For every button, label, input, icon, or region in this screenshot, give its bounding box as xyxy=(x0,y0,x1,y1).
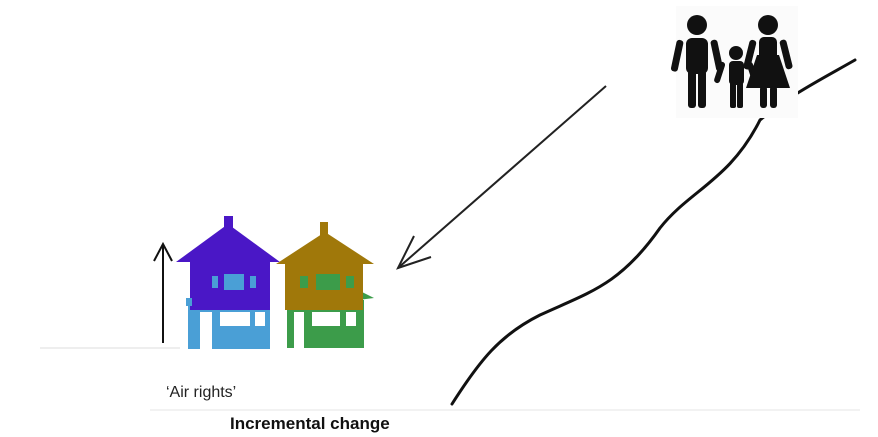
arrow-down-left-icon xyxy=(396,85,607,270)
ground-lines xyxy=(40,347,860,411)
diagram-caption: Incremental change xyxy=(230,414,390,433)
houses-icon xyxy=(176,216,374,349)
house-right xyxy=(276,222,374,348)
arrow-up-icon xyxy=(153,241,173,343)
house-left xyxy=(176,216,280,349)
air-rights-label: ‘Air rights’ xyxy=(166,384,237,401)
mother-figure xyxy=(743,15,793,108)
family-icon xyxy=(670,6,798,118)
